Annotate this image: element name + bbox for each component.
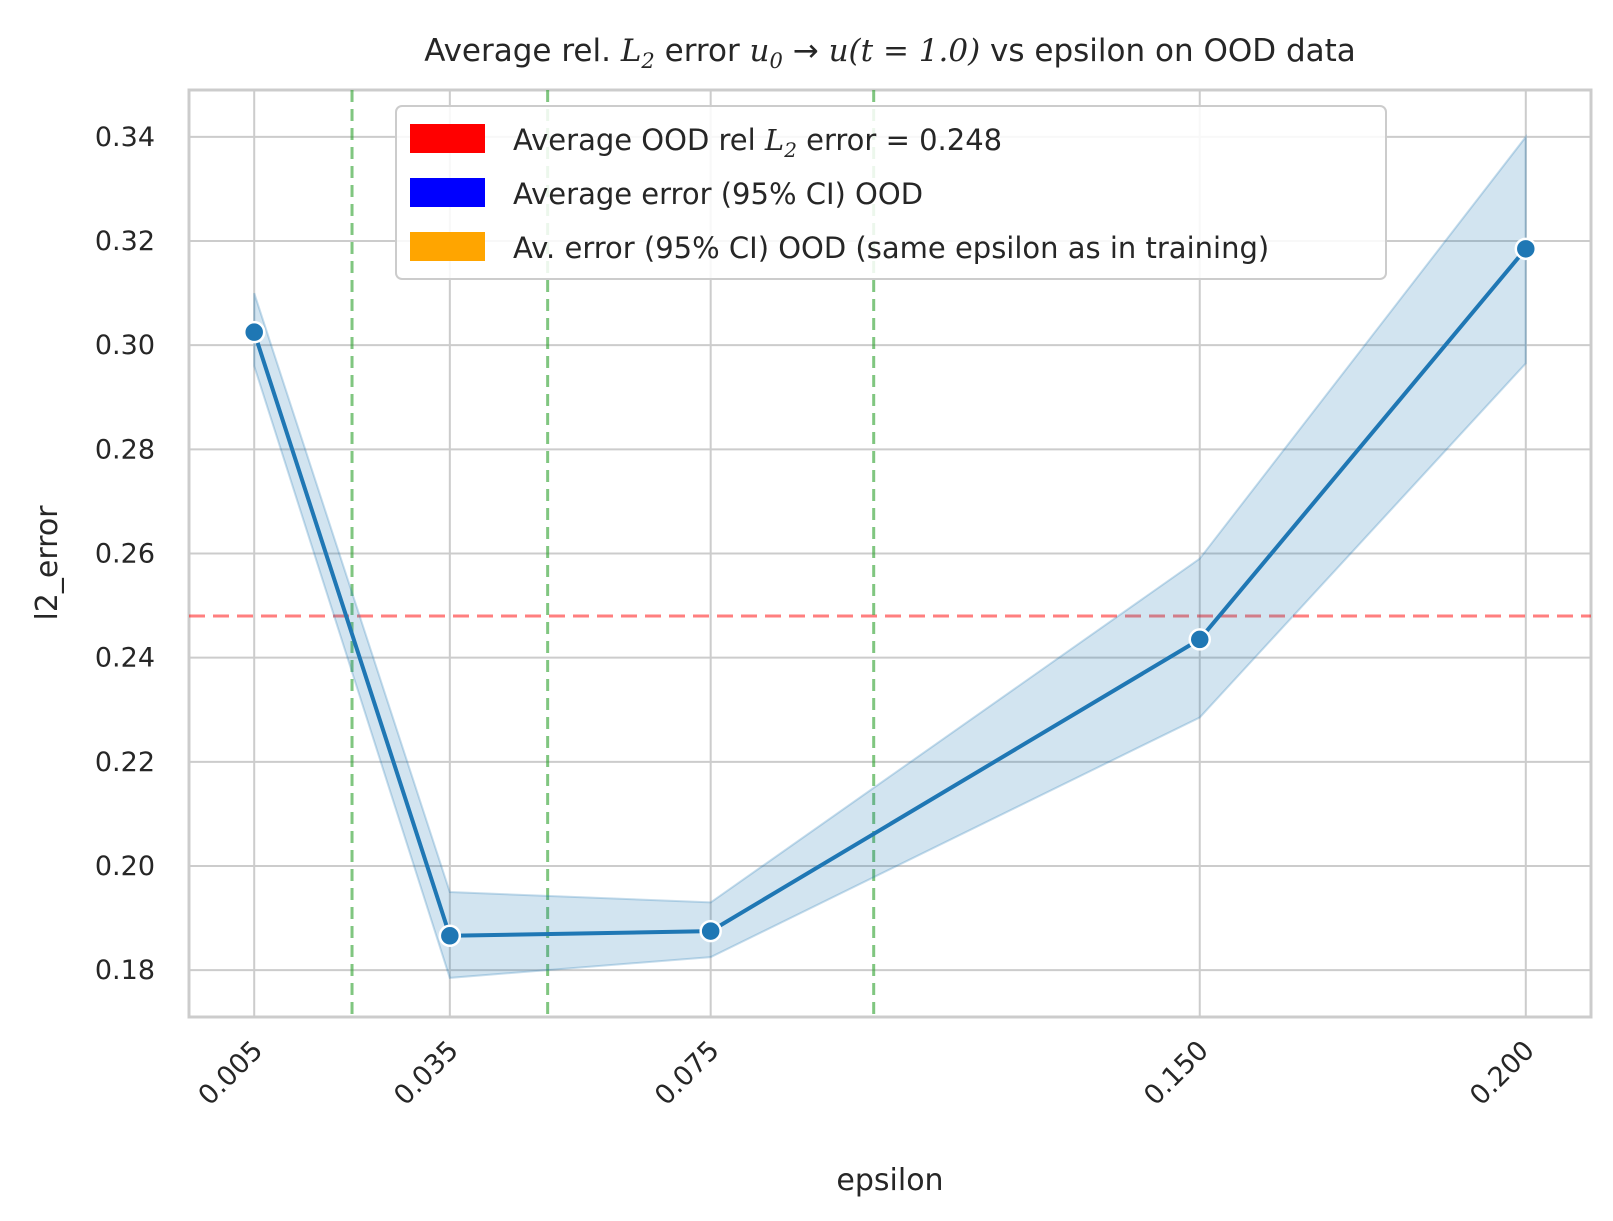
chart-title: Average rel. L2 error u0 → u(t = 1.0) vs… — [424, 33, 1356, 73]
x-axis-label: epsilon — [836, 1163, 943, 1198]
y-tick-label-3: 0.24 — [95, 643, 155, 674]
confidence-band — [253, 133, 1527, 979]
series-markers — [242, 237, 1538, 948]
ci-band — [253, 133, 1527, 979]
data-point-2 — [699, 919, 722, 943]
legend: Average OOD rel L2 error = 0.248 Average… — [395, 105, 1387, 280]
y-tick-label-2: 0.22 — [95, 747, 155, 778]
data-point-4 — [1514, 237, 1538, 261]
data-point-3 — [1188, 628, 1211, 651]
y-tick-label-5: 0.28 — [95, 434, 155, 465]
legend-swatch-red — [410, 124, 485, 153]
legend-entry-3: Av. error (95% CI) OOD (same epsilon as … — [513, 231, 1269, 265]
y-tick-label-1: 0.20 — [95, 851, 155, 882]
data-point-0 — [242, 320, 266, 344]
data-point-1 — [438, 924, 462, 948]
y-tick-label-4: 0.26 — [95, 539, 155, 570]
y-tick-labels: 0.18 0.20 0.22 0.24 0.26 0.28 0.30 0.32 0.34 — [95, 122, 155, 986]
legend-entry-1: Average OOD rel L2 error = 0.248 — [513, 123, 1002, 162]
y-axis-label: l2_error — [30, 505, 65, 621]
y-tick-label-6: 0.30 — [95, 330, 155, 361]
legend-entry-2: Average error (95% CI) OOD — [513, 177, 923, 211]
y-tick-label-8: 0.34 — [95, 122, 155, 153]
legend-swatch-blue — [410, 178, 485, 207]
y-tick-label-0: 0.18 — [95, 955, 155, 986]
legend-swatch-orange — [410, 232, 485, 261]
legend-box — [395, 105, 1387, 280]
y-tick-label-7: 0.32 — [95, 226, 155, 257]
